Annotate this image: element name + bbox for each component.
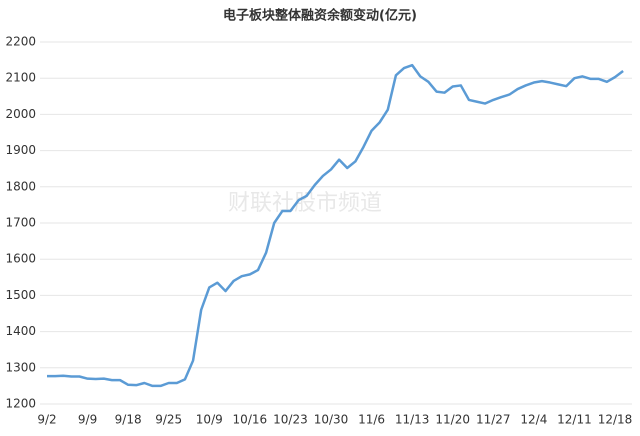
x-tick-label: 11/13	[395, 413, 430, 427]
x-tick-label: 12/4	[520, 413, 547, 427]
x-tick-label: 9/2	[37, 413, 56, 427]
y-tick-label: 1200	[5, 397, 36, 411]
x-tick-label: 12/18	[598, 413, 633, 427]
watermark: 财联社股市频道	[228, 191, 382, 216]
y-tick-label: 2000	[5, 107, 36, 121]
y-tick-label: 1600	[5, 252, 36, 266]
chart-title: 电子板块整体融资余额变动(亿元)	[223, 8, 417, 24]
x-tick-label: 9/9	[78, 413, 97, 427]
x-tick-label: 10/9	[196, 413, 223, 427]
x-tick-label: 9/18	[115, 413, 142, 427]
x-tick-label: 10/30	[314, 413, 349, 427]
x-tick-label: 11/27	[476, 413, 511, 427]
y-tick-label: 1700	[5, 216, 36, 230]
y-tick-label: 1300	[5, 360, 36, 374]
x-tick-label: 9/25	[155, 413, 182, 427]
y-tick-label: 2100	[5, 71, 36, 85]
x-tick-label: 11/20	[435, 413, 470, 427]
x-tick-label: 10/16	[233, 413, 268, 427]
y-tick-label: 2200	[5, 35, 36, 49]
x-tick-label: 11/6	[358, 413, 385, 427]
y-tick-label: 1400	[5, 324, 36, 338]
y-tick-label: 1800	[5, 179, 36, 193]
line	[47, 63, 624, 388]
x-tick-label: 12/11	[557, 413, 592, 427]
y-tick-label: 1900	[5, 143, 36, 157]
y-tick-label: 1500	[5, 288, 36, 302]
x-tick-label: 10/23	[273, 413, 308, 427]
